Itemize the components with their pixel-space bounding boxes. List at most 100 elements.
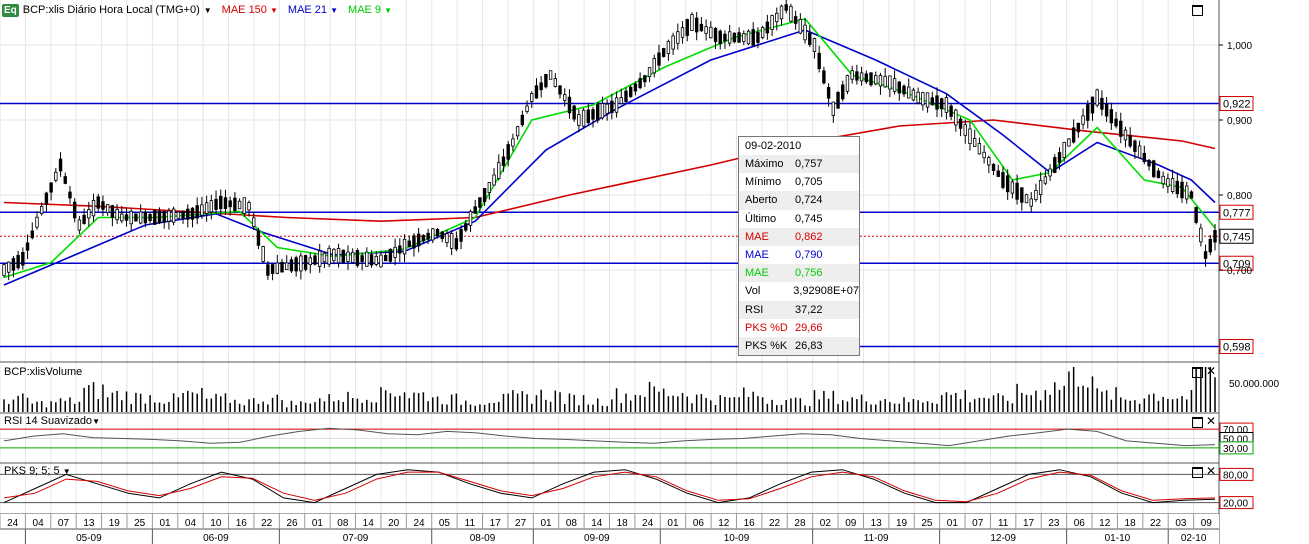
- candle-body: [534, 85, 539, 99]
- candle-body: [732, 32, 737, 43]
- candle-body: [54, 171, 58, 181]
- chevron-down-icon[interactable]: ▼: [203, 5, 212, 15]
- candle-body: [709, 26, 713, 39]
- candle-body: [124, 214, 129, 221]
- candle-body: [77, 219, 82, 231]
- y-tick-label: 0,700: [1227, 266, 1252, 277]
- candle-body: [742, 33, 746, 42]
- candle-body: [464, 223, 468, 231]
- day-label: 07: [972, 518, 984, 529]
- candle-body: [449, 233, 454, 249]
- candle-body: [1029, 198, 1033, 207]
- candle-body: [30, 230, 34, 239]
- candle-body: [812, 38, 817, 52]
- info-date: 09-02-2010: [745, 140, 802, 152]
- candle-body: [336, 248, 341, 264]
- candle-body: [520, 114, 525, 126]
- day-label: 28: [794, 518, 806, 529]
- candle-body: [1189, 191, 1194, 199]
- month-label: 09-09: [584, 533, 610, 544]
- candle-body: [223, 197, 228, 209]
- candle-body: [907, 86, 911, 99]
- info-row: RSI 37,22: [739, 300, 859, 319]
- day-label: 06: [1074, 518, 1086, 529]
- info-row-label: PKS %K: [745, 339, 788, 352]
- day-label: 17: [1023, 518, 1035, 529]
- day-label: 14: [363, 518, 375, 529]
- day-label: 11: [465, 518, 476, 529]
- candle-body: [614, 97, 619, 113]
- candle-body: [1137, 145, 1142, 159]
- candle-body: [1161, 175, 1165, 185]
- info-row: Mínimo 0,705: [739, 173, 859, 191]
- indicator-mae-9[interactable]: MAE 9 ▼: [348, 4, 393, 16]
- candle-body: [991, 164, 996, 171]
- candle-body: [647, 67, 652, 78]
- rsi-level-text: 30,00: [1223, 444, 1248, 455]
- candle-body: [91, 200, 96, 217]
- candle-body: [1104, 103, 1109, 117]
- close-icon[interactable]: ✕: [1206, 364, 1217, 378]
- candle-body: [1123, 129, 1128, 141]
- info-row-label: Último: [745, 212, 777, 225]
- candle-body: [256, 230, 261, 246]
- y-tick-label: 0,800: [1227, 191, 1252, 202]
- candle-body: [944, 97, 949, 113]
- chart-header: Eq BCP:xlis Diário Hora Local (TMG+0) ▼ …: [2, 2, 392, 18]
- candle-body: [11, 258, 16, 271]
- candle-body: [2, 264, 6, 276]
- candle-body: [996, 170, 1000, 177]
- candle-body: [652, 57, 656, 74]
- maximize-pks-panel-button[interactable]: [1192, 467, 1203, 478]
- maximize-price-panel-button[interactable]: [1192, 5, 1203, 16]
- candle-body: [506, 144, 510, 160]
- candle-body: [1156, 170, 1161, 179]
- close-icon[interactable]: ✕: [1206, 414, 1217, 428]
- candle-body: [214, 198, 218, 210]
- day-label: 07: [58, 518, 70, 529]
- axis-labels: 1,000 0,900 0,800 0,700: [1219, 41, 1252, 277]
- day-label: 22: [1150, 518, 1162, 529]
- candle-body: [1175, 180, 1179, 195]
- candle-body: [402, 238, 407, 255]
- candle-body: [327, 247, 331, 265]
- day-label: 24: [642, 518, 654, 529]
- day-label: 12: [718, 518, 730, 529]
- candle-body: [836, 91, 840, 109]
- h-line-label: 0,777: [1219, 204, 1254, 220]
- day-label: 01: [540, 518, 552, 529]
- candle-body: [624, 90, 628, 102]
- candle-body: [1180, 181, 1184, 199]
- indicator-mae-150[interactable]: MAE 150 ▼: [221, 4, 278, 16]
- candle-body: [817, 52, 821, 70]
- info-row: Máximo 0,757: [739, 155, 859, 174]
- candle-body: [176, 211, 181, 219]
- candle-body: [1170, 178, 1175, 192]
- candle-body: [855, 71, 859, 81]
- month-label: 01-10: [1105, 533, 1131, 544]
- rsi-title[interactable]: RSI 14 Suavizado▼: [4, 415, 100, 427]
- indicator-mae-21[interactable]: MAE 21 ▼: [287, 4, 339, 16]
- info-row-label: MAE: [745, 267, 769, 280]
- symbol-title[interactable]: BCP:xlis Diário Hora Local (TMG+0): [22, 4, 200, 16]
- candle-body: [35, 216, 39, 228]
- maximize-volume-panel-button[interactable]: [1192, 367, 1203, 378]
- candle-body: [680, 27, 685, 38]
- candle-body: [1020, 187, 1024, 203]
- last-price-label: 0,745: [1219, 228, 1254, 244]
- day-label: 18: [1125, 518, 1137, 529]
- candle-body: [492, 174, 496, 186]
- close-icon[interactable]: ✕: [1206, 464, 1217, 478]
- day-label: 08: [337, 518, 349, 529]
- candle-body: [360, 255, 364, 262]
- candle-body: [261, 246, 265, 262]
- candle-body: [440, 231, 444, 240]
- candle-body: [661, 48, 666, 57]
- candle-body: [1142, 152, 1147, 163]
- maximize-rsi-panel-button[interactable]: [1192, 417, 1203, 428]
- candle-body: [746, 30, 751, 45]
- candle-body: [553, 78, 558, 87]
- pks-title[interactable]: PKS 9; 5; 5 ▼: [4, 465, 71, 477]
- candle-body: [63, 176, 67, 184]
- candle-body: [864, 73, 869, 83]
